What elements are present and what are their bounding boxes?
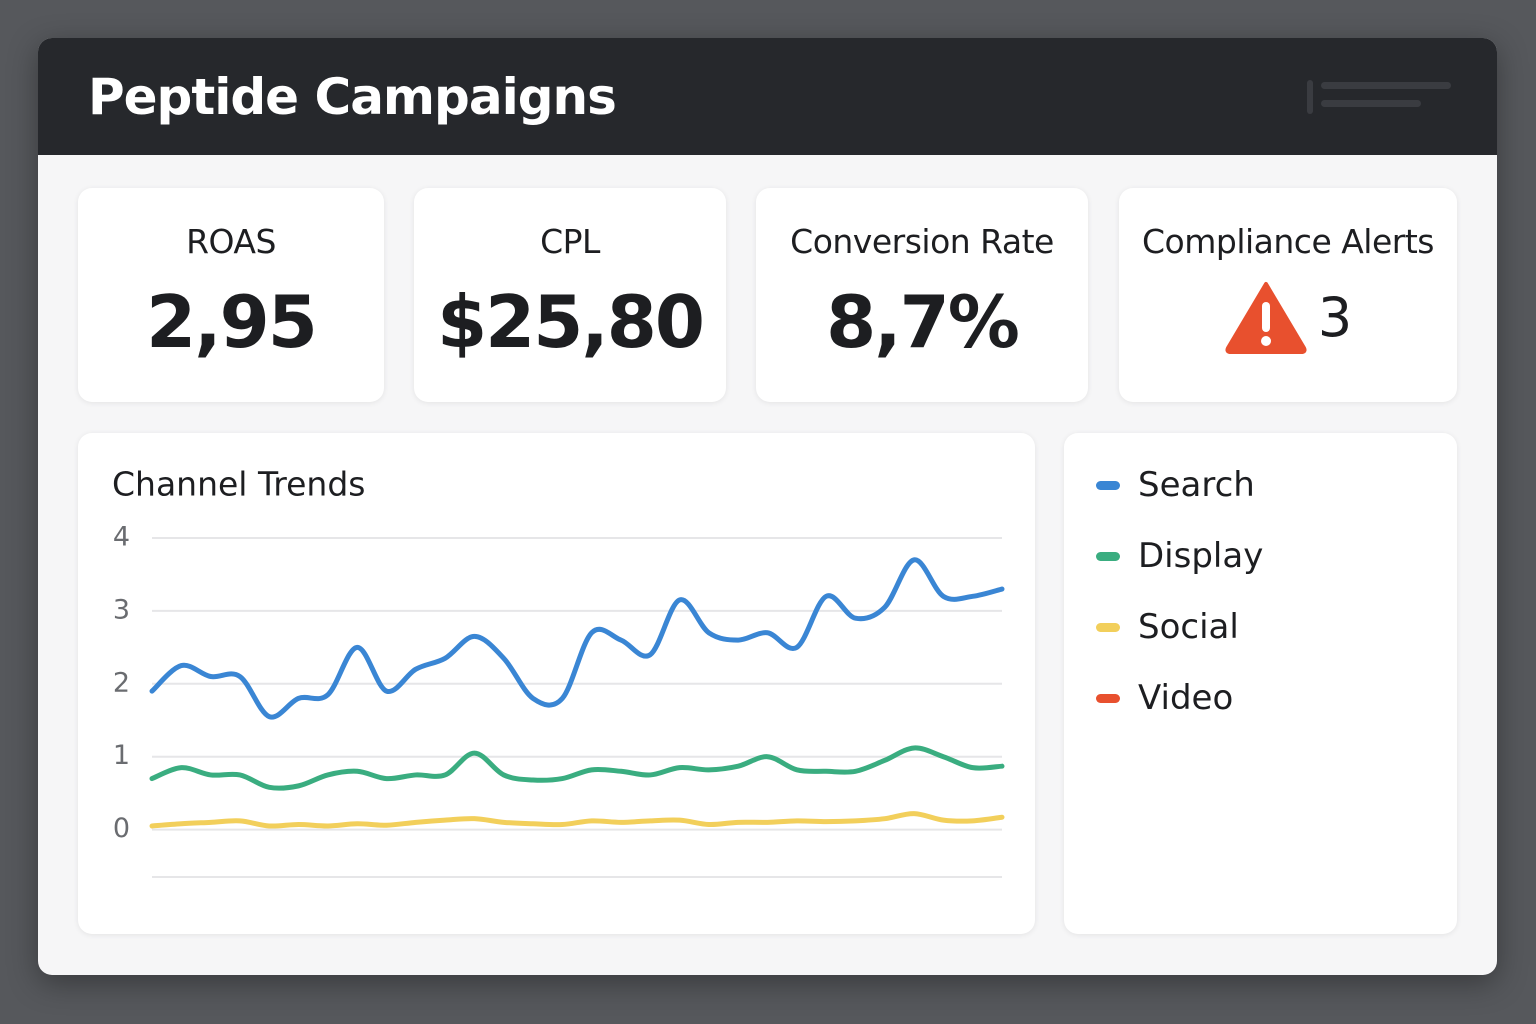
header: Peptide Campaigns xyxy=(38,38,1497,155)
header-title: Peptide Campaigns xyxy=(88,68,617,126)
legend-item[interactable]: Display xyxy=(1096,536,1263,576)
kpi-card: Compliance Alerts 3 xyxy=(1119,188,1457,402)
kpi-value: 3 xyxy=(1317,285,1353,349)
window: Peptide Campaigns ROAS 2,95 CPL $25,80 C… xyxy=(38,38,1497,975)
legend-item[interactable]: Social xyxy=(1096,607,1239,647)
kpi-label: ROAS xyxy=(186,222,276,261)
y-tick-label: 4 xyxy=(113,522,130,553)
kpi-label: Conversion Rate xyxy=(790,222,1054,261)
legend-label: Display xyxy=(1138,536,1264,576)
chart: Channel Trends 0 1 2 3 4 xyxy=(112,465,1005,878)
kpi-label: Compliance Alerts xyxy=(1142,222,1434,261)
legend-item[interactable]: Video xyxy=(1096,678,1233,718)
legend-label: Social xyxy=(1138,607,1239,647)
kpi-value: 8,7% xyxy=(826,280,1020,364)
legend-label: Video xyxy=(1138,678,1234,718)
alert-icon xyxy=(1225,282,1307,354)
legend-swatch xyxy=(1096,693,1120,703)
y-tick-label: 1 xyxy=(113,740,130,771)
series-line xyxy=(149,557,1005,720)
legend-item[interactable]: Search xyxy=(1096,465,1255,505)
kpi-card: CPL $25,80 xyxy=(414,188,726,402)
chart-card: Channel Trends 0 1 2 3 4 xyxy=(78,433,1035,934)
kpi-value: $25,80 xyxy=(437,280,705,364)
chart-title: Channel Trends xyxy=(112,465,365,504)
kpi-card: ROAS 2,95 xyxy=(78,188,384,402)
y-tick-label: 0 xyxy=(113,813,130,844)
menu-icon[interactable] xyxy=(1307,80,1457,116)
kpi-value-row: 3 xyxy=(1119,280,1457,354)
legend-swatch xyxy=(1096,622,1120,632)
legend-label: Search xyxy=(1138,465,1255,505)
y-tick-label: 2 xyxy=(113,667,130,698)
kpi-value: 2,95 xyxy=(146,280,318,364)
kpi-label: CPL xyxy=(540,222,600,261)
legend: Search Display Social Video xyxy=(1064,433,1457,934)
kpi-card: Conversion Rate 8,7% xyxy=(756,188,1088,402)
series-line xyxy=(149,811,1005,829)
legend-swatch xyxy=(1096,551,1120,561)
y-tick-label: 3 xyxy=(113,594,130,625)
legend-swatch xyxy=(1096,480,1120,490)
series-line xyxy=(149,745,1005,791)
